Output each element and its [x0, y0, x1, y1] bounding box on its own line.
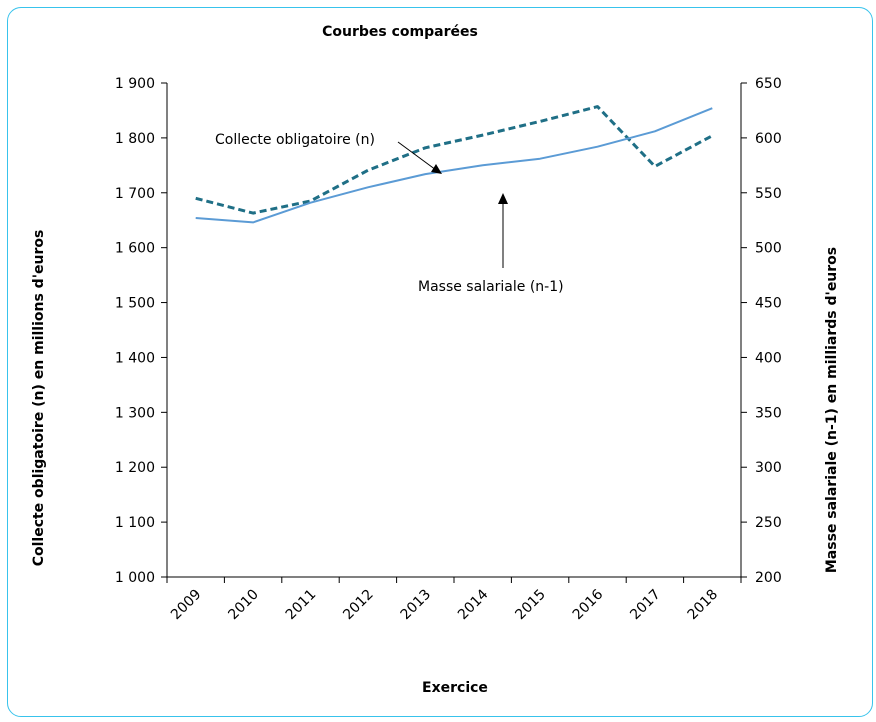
y-left-tick-label: 1 400: [115, 350, 155, 366]
y-right-tick-label: 400: [755, 350, 782, 366]
y-right-tick-label: 450: [755, 296, 782, 312]
chart-frame: [7, 7, 873, 717]
series-lines: [195, 105, 714, 224]
y-right-tick-label: 300: [755, 460, 782, 476]
axes: [161, 82, 747, 583]
x-tick-label: 2011: [283, 587, 320, 624]
y-left-tick-label: 1 500: [115, 296, 155, 312]
x-tick-label: 2016: [570, 586, 607, 623]
annotation-collecte-arrowhead: [431, 164, 442, 174]
annotation-masse: Masse salariale (n-1): [418, 279, 564, 295]
x-tick-label: 2015: [512, 587, 549, 624]
y-left-tick-label: 1 800: [115, 131, 155, 147]
y-right-tick-label: 250: [755, 515, 782, 531]
x-tick-label: 2010: [225, 587, 262, 624]
y-left-tick-label: 1 700: [115, 186, 155, 202]
y-right-tick-label: 500: [755, 241, 782, 257]
x-tick-label: 2018: [685, 587, 722, 624]
y-left-tick-label: 1 600: [115, 241, 155, 257]
y-axis-left-title: Collecte obligatoire (n) en millions d'e…: [31, 230, 47, 567]
annotations: Collecte obligatoire (n) Masse salariale…: [215, 132, 564, 295]
tick-labels: 1 000 1 100 1 200 1 300 1 400 1 500 1 600 1 700…: [115, 76, 782, 623]
y-right-tick-label: 600: [755, 131, 782, 147]
y-right-tick-label: 550: [755, 186, 782, 202]
x-tick-label: 2013: [398, 587, 435, 624]
x-tick-label: 2014: [455, 586, 492, 623]
y-left-tick-label: 1 100: [115, 515, 155, 531]
annotation-masse-arrowhead: [498, 193, 508, 204]
annotation-collecte-arrow: [397, 141, 437, 171]
x-tick-label: 2017: [627, 587, 664, 624]
series-line-collecte-obligatoire: [195, 105, 714, 215]
y-left-tick-label: 1 300: [115, 405, 155, 421]
chart-title: Courbes comparées: [322, 24, 478, 40]
y-right-tick-label: 200: [755, 570, 782, 586]
x-axis-title: Exercice: [422, 680, 488, 696]
annotation-collecte: Collecte obligatoire (n): [215, 132, 375, 148]
y-right-tick-label: 650: [755, 76, 782, 92]
y-left-tick-label: 1 000: [115, 570, 155, 586]
x-tick-label: 2009: [168, 587, 205, 624]
y-left-tick-label: 1 200: [115, 460, 155, 476]
y-left-tick-label: 1 900: [115, 76, 155, 92]
x-tick-label: 2012: [340, 587, 377, 624]
series-line-masse-salariale: [195, 107, 713, 224]
y-right-tick-label: 350: [755, 405, 782, 421]
y-axis-right-title: Masse salariale (n-1) en milliards d'eur…: [824, 247, 840, 573]
